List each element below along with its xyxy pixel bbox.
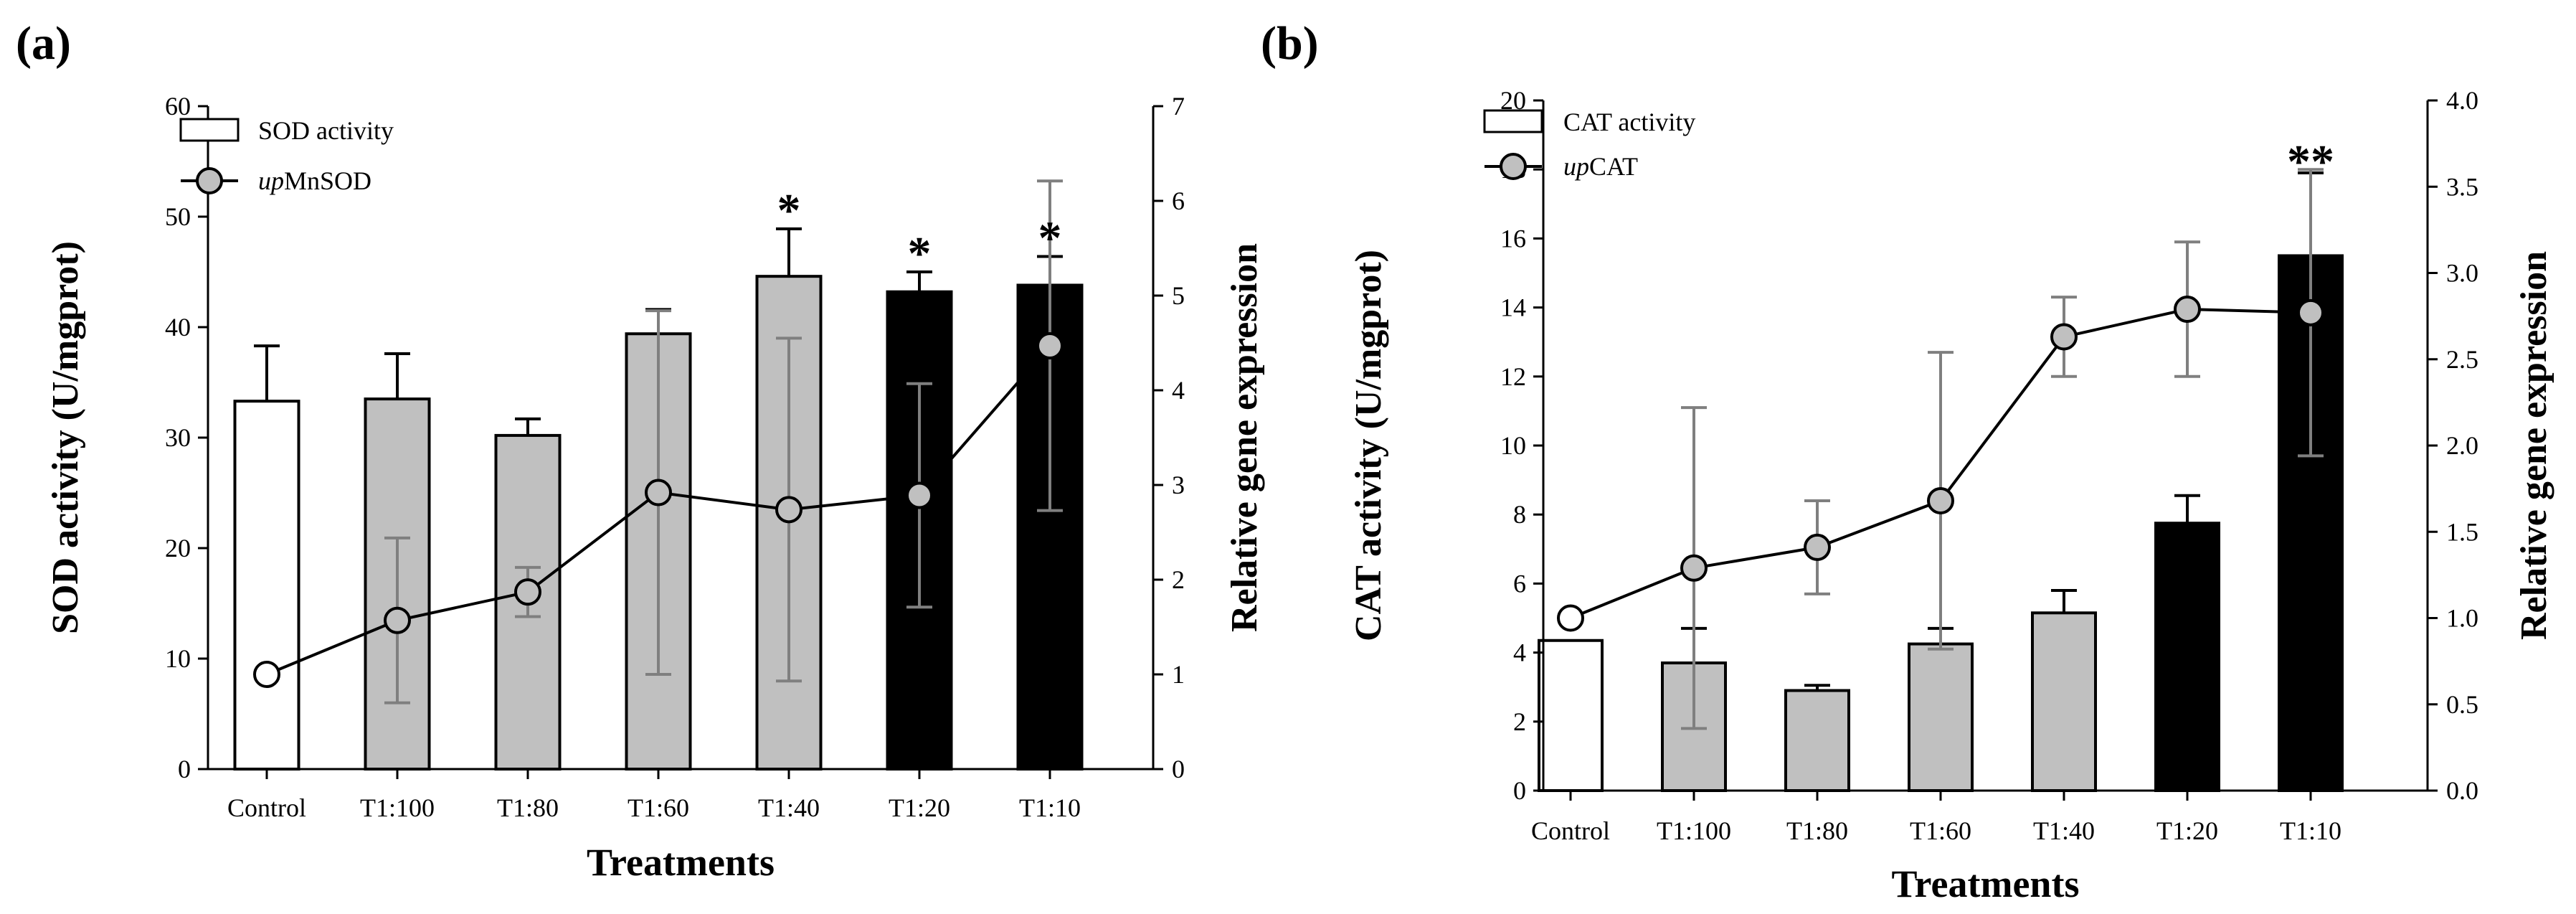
y2-axis-title: Relative gene expression [1224, 243, 1265, 632]
y2-tick-label: 6 [1172, 187, 1185, 215]
y2-tick-label: 2 [1172, 565, 1185, 594]
y-tick-label: 50 [165, 202, 191, 231]
legend-bar-swatch [179, 118, 240, 142]
y2-tick-label: 4 [1172, 376, 1185, 405]
panel-label: (b) [1261, 17, 1319, 70]
x-tick-label: T1:100 [1657, 816, 1731, 845]
line-point-Control [253, 661, 280, 688]
x-tick-label: T1:40 [758, 793, 820, 822]
y2-tick-label: 5 [1172, 281, 1185, 310]
chart-panel-a: (a) * * * 0 10 20 30 40 50 60 0 1 2 3 4 5 6 7 Control T1:100… [16, 17, 1265, 884]
x-tick-label: T1:10 [2280, 816, 2341, 845]
line-point-T1:100 [1680, 554, 1708, 582]
legend-line-marker [196, 167, 223, 194]
legend-line-label: upMnSOD [258, 166, 371, 195]
y-tick-label: 16 [1500, 224, 1526, 253]
bar-T1:40 [2031, 611, 2097, 792]
legend-line-marker [1500, 153, 1527, 180]
x-axis-title: Treatments [587, 841, 775, 884]
line-point-T1:80 [514, 578, 541, 606]
line-point-T1:60 [645, 479, 672, 507]
y-tick-label: 0 [1513, 776, 1526, 805]
bar-T1:80 [1784, 689, 1850, 793]
y2-tick-label: 3.0 [2446, 259, 2478, 288]
y-tick-label: 12 [1500, 362, 1526, 391]
y2-tick-label: 3 [1172, 471, 1185, 499]
y-tick-label: 14 [1500, 293, 1526, 322]
y-tick-label: 8 [1513, 500, 1526, 529]
y-tick-label: 4 [1513, 639, 1526, 667]
x-tick-label: T1:20 [2156, 816, 2218, 845]
y-tick-label: 2 [1513, 707, 1526, 736]
y2-tick-label: 1 [1172, 660, 1185, 689]
line-point-T1:10 [1036, 331, 1064, 359]
significance-mark: * [777, 184, 801, 237]
legend-line-label: upCAT [1563, 152, 1638, 181]
x-tick-label: T1:80 [497, 793, 559, 822]
bar-Control [233, 400, 300, 771]
line-point-T1:10 [2297, 298, 2324, 326]
legend-line-label-rest: CAT [1589, 152, 1638, 181]
x-tick-label: Control [227, 793, 306, 822]
y2-tick-label: 1.0 [2446, 604, 2478, 633]
panel-label: (a) [16, 17, 71, 70]
y-tick-label: 30 [165, 423, 191, 452]
x-tick-label: Control [1531, 816, 1610, 845]
line-point-T1:100 [384, 606, 411, 634]
y-tick-label: 20 [165, 534, 191, 562]
y-tick-label: 10 [165, 644, 191, 673]
legend-line-label-italic: up [1563, 152, 1589, 181]
x-tick-label: T1:80 [1786, 816, 1848, 845]
bar-T1:20 [2154, 522, 2220, 792]
significance-mark: * [1038, 212, 1062, 264]
y2-tick-label: 7 [1172, 92, 1185, 121]
y2-axis-title: Relative gene expression [2514, 251, 2554, 640]
x-tick-label: T1:40 [2033, 816, 2095, 845]
x-tick-label: T1:10 [1019, 793, 1081, 822]
x-tick-label: T1:60 [628, 793, 689, 822]
legend-bar-label: CAT activity [1563, 108, 1695, 136]
y2-tick-label: 0.0 [2446, 776, 2478, 805]
chart-panel-b: (b)**024681012141618200.00.51.01.52.02.5… [1261, 17, 2554, 905]
y2-tick-label: 2.5 [2446, 345, 2478, 374]
y2-tick-label: 3.5 [2446, 172, 2478, 201]
bar-T1:60 [1908, 642, 1974, 793]
y-tick-label: 10 [1500, 431, 1526, 460]
x-tick-label: T1:20 [889, 793, 950, 822]
significance-mark: ** [2287, 136, 2334, 188]
bar-Control [1538, 639, 1604, 793]
line-point-T1:40 [775, 496, 802, 524]
y-tick-label: 6 [1513, 569, 1526, 598]
y-tick-label: 60 [165, 92, 191, 121]
x-axis-title: Treatments [1892, 862, 2080, 905]
y-tick-label: 0 [178, 755, 191, 783]
legend-bar-swatch [1483, 109, 1543, 133]
line-point-T1:80 [1804, 533, 1831, 561]
line-point-T1:20 [2174, 296, 2201, 324]
y-axis-title: CAT activity (U/mgprot) [1348, 250, 1389, 641]
y2-tick-label: 4.0 [2446, 86, 2478, 115]
line-point-T1:60 [1927, 486, 1954, 514]
x-tick-label: T1:100 [360, 793, 435, 822]
y2-tick-label: 0 [1172, 755, 1185, 783]
y-tick-label: 40 [165, 313, 191, 341]
legend-line-label-rest: MnSOD [284, 166, 371, 195]
y2-tick-label: 0.5 [2446, 690, 2478, 719]
legend-line-label-italic: up [258, 166, 284, 195]
line-point-Control [1557, 604, 1584, 632]
legend-bar-label: SOD activity [258, 116, 394, 145]
significance-mark: * [908, 227, 932, 280]
line-point-T1:20 [906, 481, 933, 509]
line-point-T1:40 [2050, 323, 2078, 351]
y-axis-title: SOD activity (U/mgprot) [45, 241, 86, 634]
y2-tick-label: 2.0 [2446, 431, 2478, 460]
y2-tick-label: 1.5 [2446, 517, 2478, 546]
x-tick-label: T1:60 [1910, 816, 1971, 845]
